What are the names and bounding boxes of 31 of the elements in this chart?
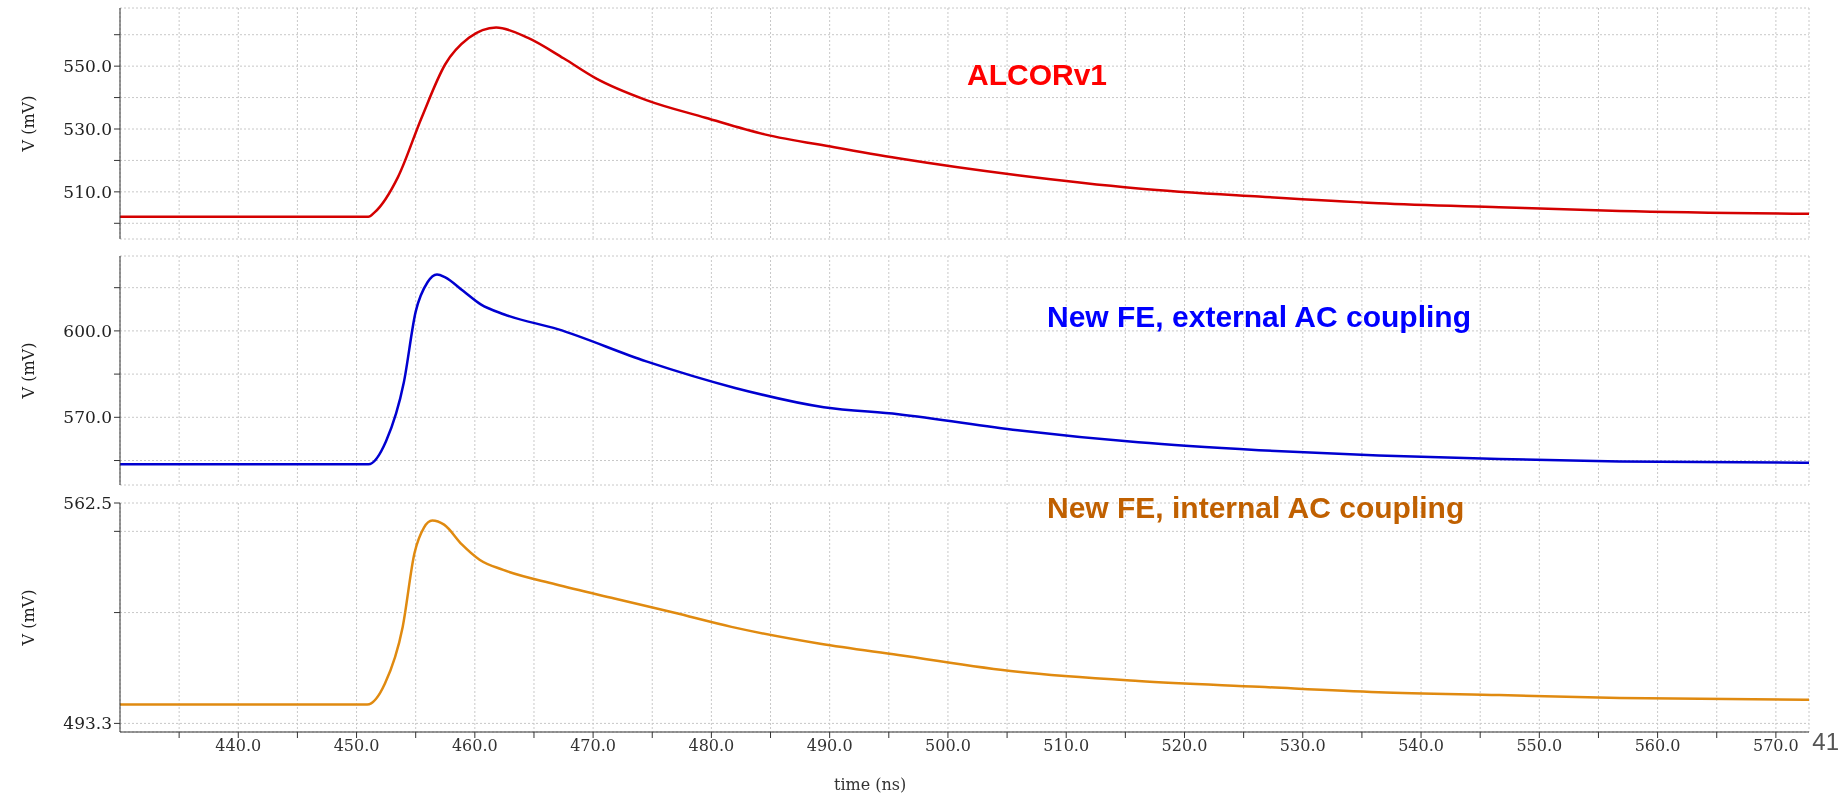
x-tick-label: 540.0	[1398, 736, 1444, 756]
x-tick-label: 490.0	[806, 736, 853, 756]
y-tick-label: 562.5	[63, 493, 112, 514]
text: 41	[1812, 728, 1839, 756]
line-series	[120, 273, 1809, 466]
line-series	[120, 26, 1809, 218]
x-tick-label: 570.0	[1752, 736, 1799, 756]
x-tick-label: 510.0	[1043, 736, 1090, 756]
y-tick-label: 493.3	[63, 713, 112, 734]
y-tick-label: 530.0	[63, 119, 112, 140]
text: New FE, internal AC coupling	[1047, 491, 1465, 525]
text: New FE, external AC coupling	[1047, 300, 1471, 334]
y-tick-label: 600.0	[63, 320, 112, 341]
x-tick-label: 440.0	[215, 736, 262, 756]
x-tick-label: 520.0	[1161, 736, 1208, 756]
x-tick-label: 530.0	[1279, 736, 1326, 756]
x-tick-label: 480.0	[688, 736, 735, 756]
y-tick-label: 570.0	[63, 407, 112, 428]
x-axis-title: time (ns)	[834, 775, 907, 794]
x-tick-label: 550.0	[1516, 736, 1563, 756]
y-axis-title: V (mV)	[18, 589, 38, 647]
y-axis-title: V (mV)	[18, 95, 38, 153]
x-tick-label: 450.0	[333, 736, 380, 756]
y-axis-title: V (mV)	[18, 342, 38, 400]
x-tick-label: 500.0	[925, 736, 971, 756]
x-tick-label: 470.0	[570, 736, 617, 756]
text: ALCORv1	[967, 58, 1108, 92]
y-tick-label: 510.0	[63, 181, 112, 202]
x-tick-label: 560.0	[1634, 736, 1681, 756]
y-tick-label: 550.0	[63, 56, 112, 77]
x-tick-label: 460.0	[451, 736, 498, 756]
